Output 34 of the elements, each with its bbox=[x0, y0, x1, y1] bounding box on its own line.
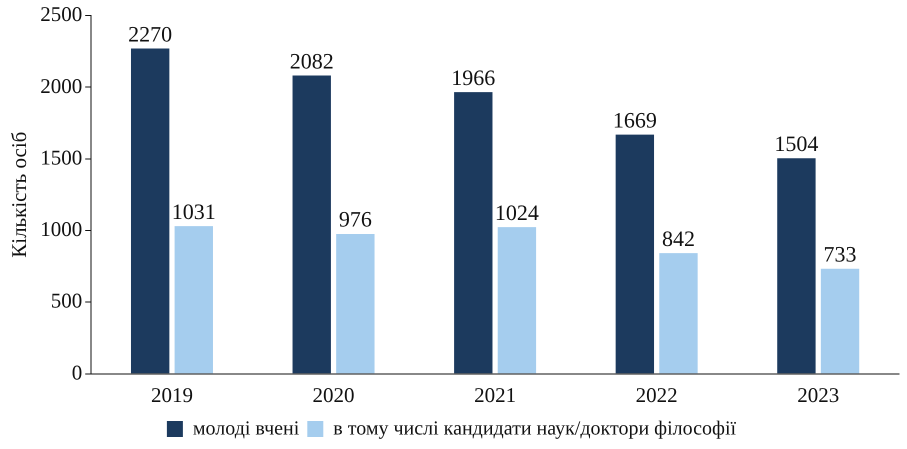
data-label: 1669 bbox=[612, 107, 657, 132]
data-label: 1504 bbox=[774, 131, 818, 156]
y-tick-label: 1000 bbox=[40, 217, 82, 242]
x-tick-label: 2021 bbox=[474, 382, 516, 407]
x-tick-label: 2023 bbox=[797, 382, 840, 407]
y-tick-label: 500 bbox=[50, 288, 82, 313]
data-label: 1031 bbox=[172, 198, 216, 224]
bar bbox=[498, 227, 536, 374]
data-label: 733 bbox=[824, 242, 857, 267]
x-tick-label: 2019 bbox=[150, 382, 193, 407]
bar bbox=[659, 253, 698, 374]
data-label: 2270 bbox=[128, 21, 172, 46]
legend-label: в тому числі кандидати наук/доктори філософії bbox=[333, 417, 737, 440]
y-tick-label: 2500 bbox=[40, 2, 82, 26]
y-tick-label: 2000 bbox=[40, 74, 82, 98]
bar bbox=[777, 158, 816, 374]
y-tick-label: 0 bbox=[72, 360, 82, 384]
y-tick-label: 1500 bbox=[40, 145, 82, 170]
data-label: 842 bbox=[662, 226, 695, 251]
bar bbox=[336, 234, 375, 374]
bar bbox=[616, 134, 654, 374]
x-tick-label: 2022 bbox=[636, 382, 678, 407]
data-label: 976 bbox=[338, 206, 372, 232]
data-label: 2082 bbox=[290, 48, 334, 74]
y-axis-title: Кількість осіб bbox=[7, 132, 32, 258]
legend-label: молоді вчені bbox=[192, 417, 300, 440]
bar bbox=[292, 75, 331, 374]
data-label: 1024 bbox=[494, 200, 539, 225]
data-label: 1966 bbox=[451, 64, 496, 90]
bar bbox=[454, 92, 492, 374]
bar bbox=[130, 48, 170, 374]
bar bbox=[820, 268, 860, 374]
x-tick-label: 2020 bbox=[312, 382, 355, 407]
bar bbox=[174, 226, 213, 374]
